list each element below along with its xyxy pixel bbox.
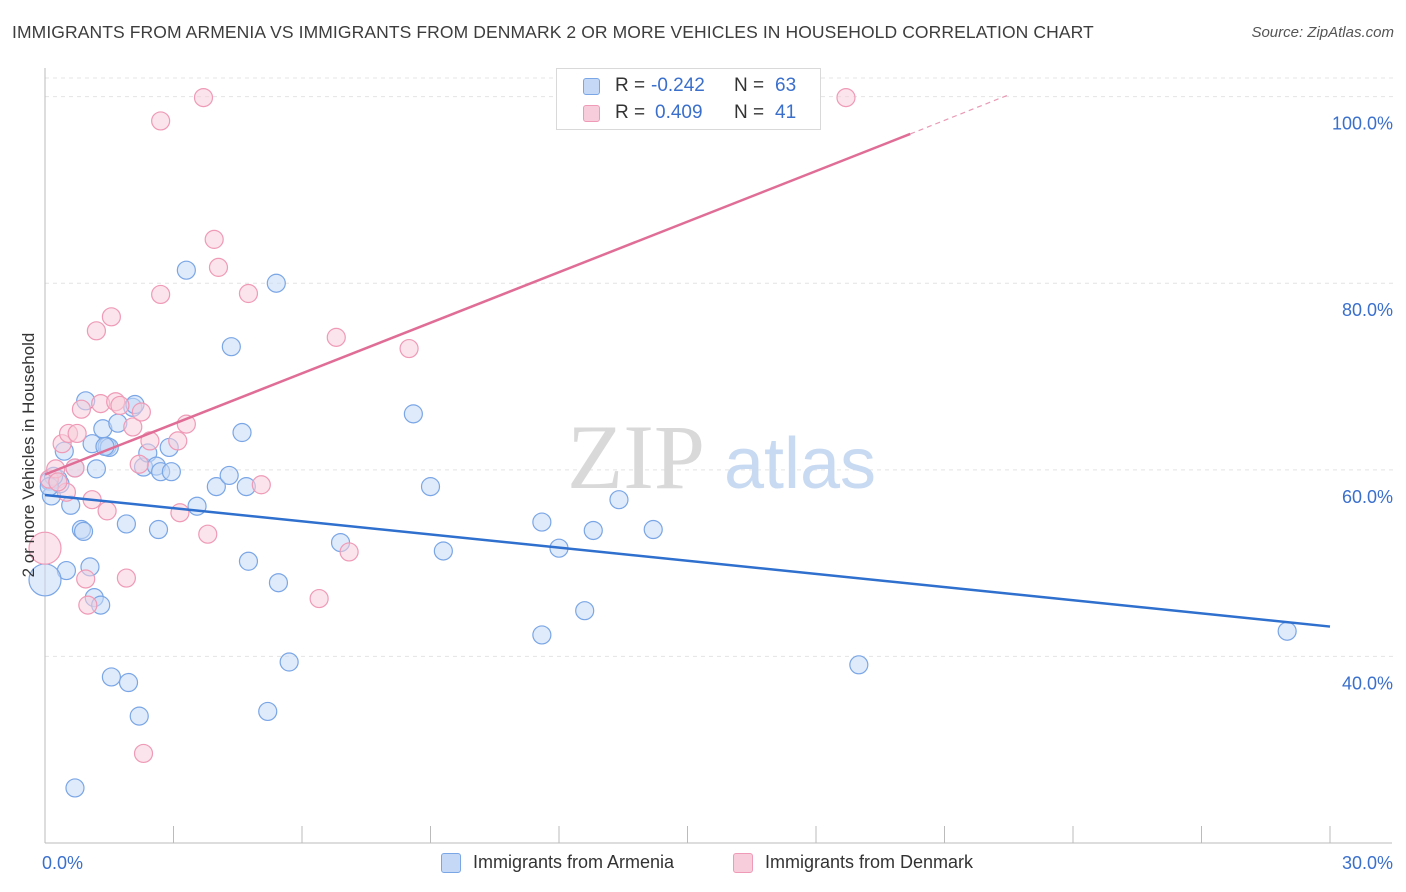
- point-armenia: [266, 273, 286, 293]
- point-denmark: [204, 229, 224, 249]
- point-armenia: [148, 519, 169, 540]
- chart-title: IMMIGRANTS FROM ARMENIA VS IMMIGRANTS FR…: [12, 22, 1094, 42]
- series-legend-armenia: Immigrants from Armenia: [441, 852, 711, 876]
- point-armenia: [583, 520, 603, 541]
- y-axis-label: 2 or more Vehicles in Household: [19, 333, 38, 578]
- point-armenia: [221, 337, 241, 357]
- point-armenia: [849, 655, 869, 675]
- point-armenia: [65, 778, 85, 798]
- axes: [44, 68, 1392, 844]
- point-armenia: [420, 477, 441, 497]
- point-denmark: [198, 524, 218, 544]
- legend-row-denmark: R = 0.409 N = 41: [557, 101, 820, 127]
- point-armenia: [643, 519, 663, 540]
- point-denmark: [238, 283, 259, 304]
- point-denmark: [133, 743, 154, 764]
- y-tick-label: 80.0%: [1342, 300, 1393, 320]
- point-armenia: [575, 601, 595, 621]
- legend-r-label: R =: [615, 102, 646, 123]
- point-denmark: [193, 87, 214, 108]
- point-armenia: [279, 652, 299, 672]
- point-denmark: [97, 501, 117, 521]
- point-armenia: [609, 490, 629, 510]
- point-armenia: [232, 422, 252, 443]
- point-denmark: [71, 399, 92, 419]
- point-denmark: [339, 542, 359, 562]
- point-armenia: [161, 462, 181, 482]
- legend-n-label: N =: [734, 102, 765, 123]
- point-armenia: [532, 512, 552, 532]
- y-tick-label: 100.0%: [1332, 114, 1393, 134]
- point-armenia: [86, 459, 107, 479]
- point-denmark: [399, 338, 419, 359]
- watermark-zip: ZIP: [567, 406, 705, 508]
- point-armenia: [258, 701, 278, 722]
- point-armenia: [532, 625, 552, 645]
- watermark: ZIP atlas: [567, 406, 876, 508]
- point-denmark: [151, 284, 171, 305]
- point-denmark: [151, 111, 171, 131]
- series-label-denmark: Immigrants from Denmark: [765, 852, 974, 872]
- legend-r-value: -0.242: [651, 75, 705, 96]
- point-armenia: [238, 551, 259, 571]
- series-swatch-denmark: [733, 853, 753, 873]
- point-denmark: [168, 431, 188, 451]
- point-denmark: [86, 321, 107, 341]
- point-armenia: [187, 496, 207, 516]
- trend-extension-denmark: [910, 94, 1009, 135]
- point-denmark: [48, 472, 68, 492]
- point-denmark: [131, 402, 151, 422]
- legend-swatch-armenia: [583, 78, 600, 95]
- legend-n-label: N =: [734, 75, 765, 96]
- point-armenia: [176, 260, 196, 280]
- point-denmark: [101, 307, 121, 327]
- series-label-armenia: Immigrants from Armenia: [473, 852, 675, 872]
- point-denmark: [123, 417, 143, 437]
- point-armenia: [206, 477, 226, 497]
- tick-labels: 40.0% 60.0% 80.0% 100.0% 0.0% 30.0% 2 or more …: [19, 114, 1393, 873]
- point-denmark: [309, 588, 329, 609]
- y-tick-label: 60.0%: [1342, 487, 1393, 507]
- y-tick-label: 40.0%: [1342, 673, 1393, 693]
- legend-r-value: 0.409: [655, 102, 703, 123]
- point-denmark: [836, 87, 856, 108]
- point-armenia: [116, 514, 136, 534]
- series-legend-denmark: Immigrants from Denmark: [733, 852, 1013, 876]
- watermark-atlas: atlas: [724, 424, 876, 504]
- legend-row-armenia: R = -0.242 N = 63: [557, 74, 820, 100]
- point-denmark: [326, 327, 346, 347]
- legend-n-value: 63: [775, 75, 797, 96]
- x-tick-label: 30.0%: [1342, 853, 1393, 873]
- point-armenia: [219, 465, 239, 486]
- correlation-legend: R = -0.242 N = 63 R = 0.409 N = 41: [556, 68, 821, 130]
- point-armenia: [129, 706, 149, 726]
- point-armenia: [268, 573, 289, 593]
- legend-swatch-denmark: [583, 105, 600, 122]
- source-label: Source: ZipAtlas.com: [1251, 24, 1394, 41]
- trend-line-denmark: [44, 132, 911, 476]
- trend-line-armenia: [44, 493, 1331, 628]
- point-armenia: [73, 521, 94, 542]
- point-denmark: [28, 531, 62, 565]
- point-denmark: [251, 475, 271, 495]
- point-denmark: [67, 423, 87, 444]
- point-denmark: [116, 568, 136, 588]
- point-denmark: [78, 595, 98, 615]
- legend-r-label: R =: [615, 75, 646, 96]
- point-denmark: [110, 395, 130, 416]
- point-armenia: [101, 667, 121, 687]
- point-armenia: [1277, 621, 1297, 641]
- point-armenia: [433, 541, 453, 561]
- series-swatch-armenia: [441, 853, 461, 873]
- trend-lines: [44, 94, 1331, 628]
- point-armenia: [118, 672, 139, 693]
- x-tick-label: 0.0%: [42, 853, 83, 873]
- point-denmark: [170, 503, 190, 523]
- point-denmark: [129, 454, 149, 474]
- point-denmark: [208, 257, 229, 277]
- point-armenia: [403, 404, 423, 424]
- legend-n-value: 41: [775, 102, 797, 123]
- point-denmark: [76, 569, 96, 589]
